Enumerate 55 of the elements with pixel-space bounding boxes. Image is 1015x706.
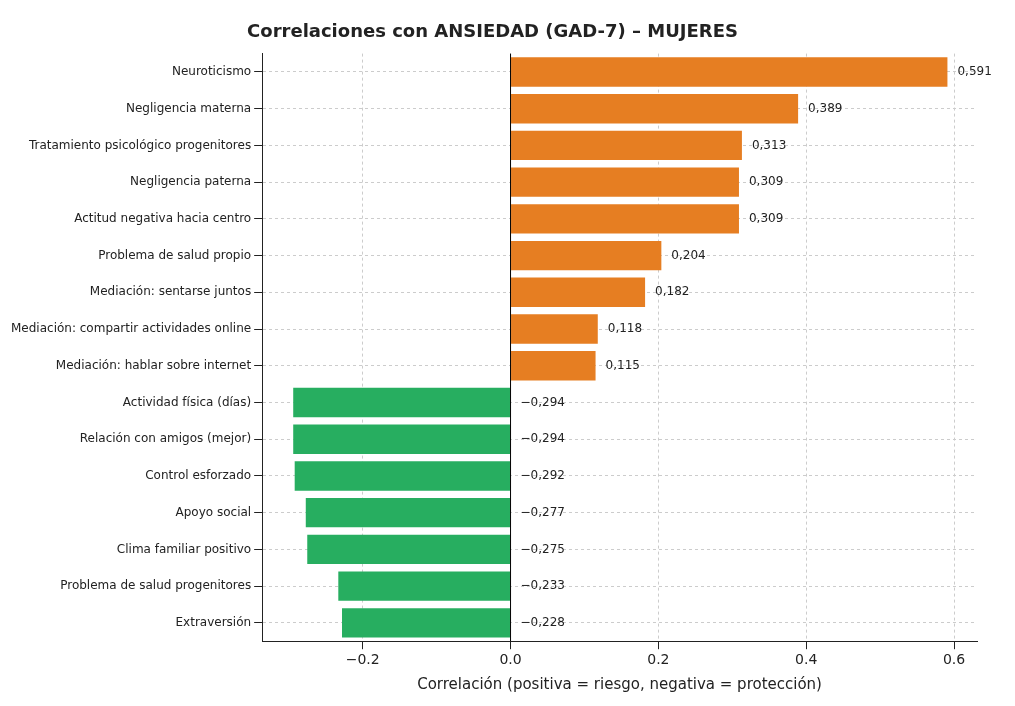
y-tick-label: Mediación: compartir actividades online bbox=[10, 321, 252, 336]
data-label: −0,277 bbox=[520, 504, 565, 519]
y-tick-label: Mediación: hablar sobre internet bbox=[55, 357, 252, 372]
bar bbox=[294, 461, 511, 491]
data-label: 0,118 bbox=[607, 321, 643, 336]
data-label: 0,309 bbox=[748, 210, 784, 225]
data-label: −0,233 bbox=[520, 578, 565, 593]
bar bbox=[511, 314, 598, 344]
bar bbox=[305, 497, 511, 528]
bar bbox=[511, 57, 948, 87]
y-tick-label: Control esforzado bbox=[145, 468, 252, 483]
data-label: 0,591 bbox=[957, 64, 992, 79]
x-tick-label: 0.6 bbox=[942, 651, 966, 668]
bar bbox=[307, 534, 511, 565]
data-label: 0,313 bbox=[751, 137, 787, 152]
x-axis-title: Correlación (positiva = riesgo, negativa = protección) bbox=[417, 674, 822, 693]
data-label: 0,182 bbox=[655, 284, 690, 299]
bar bbox=[511, 277, 646, 307]
bar bbox=[293, 387, 511, 418]
y-tick-label: Actividad física (días) bbox=[122, 394, 252, 409]
y-tick-label: Neuroticismo bbox=[171, 64, 252, 79]
y-tick-label: Apoyo social bbox=[175, 504, 252, 519]
bar bbox=[338, 571, 511, 601]
y-tick-label: Mediación: sentarse juntos bbox=[89, 284, 252, 299]
y-tick-label: Problema de salud progenitores bbox=[60, 578, 252, 593]
bar bbox=[511, 167, 739, 197]
data-label: −0,292 bbox=[520, 468, 565, 483]
y-tick-label: Relación con amigos (mejor) bbox=[79, 431, 252, 446]
chart-title: Correlaciones con ANSIEDAD (GAD-7) – MUJERES bbox=[247, 20, 738, 42]
bar bbox=[511, 240, 662, 271]
y-tick-label: Negligencia paterna bbox=[130, 174, 252, 189]
data-label: −0,294 bbox=[520, 431, 565, 446]
x-tick-label: 0.0 bbox=[499, 651, 522, 668]
bar bbox=[342, 608, 511, 638]
y-tick-label: Actitud negativa hacia centro bbox=[74, 210, 252, 225]
y-tick-label: Extraversión bbox=[175, 614, 252, 629]
y-tick-label: Negligencia materna bbox=[125, 100, 252, 115]
bar bbox=[511, 130, 742, 161]
x-tick-label: −0.2 bbox=[345, 651, 380, 668]
bar bbox=[511, 204, 739, 234]
data-label: −0,228 bbox=[520, 614, 565, 629]
y-tick-label: Problema de salud propio bbox=[98, 247, 252, 262]
x-tick-label: 0.4 bbox=[795, 651, 818, 668]
data-label: −0,275 bbox=[520, 541, 565, 556]
y-tick-label: Clima familiar positivo bbox=[116, 541, 252, 556]
data-label: 0,204 bbox=[671, 247, 706, 262]
bar bbox=[511, 94, 799, 124]
data-label: 0,115 bbox=[605, 357, 640, 372]
data-label: −0,294 bbox=[520, 394, 565, 409]
bar bbox=[511, 351, 596, 381]
y-tick-label: Tratamiento psicológico progenitores bbox=[27, 137, 252, 152]
data-label: 0,309 bbox=[748, 174, 784, 189]
data-label: 0,389 bbox=[808, 100, 843, 115]
x-tick-label: 0.2 bbox=[647, 651, 670, 668]
bar bbox=[293, 424, 511, 454]
